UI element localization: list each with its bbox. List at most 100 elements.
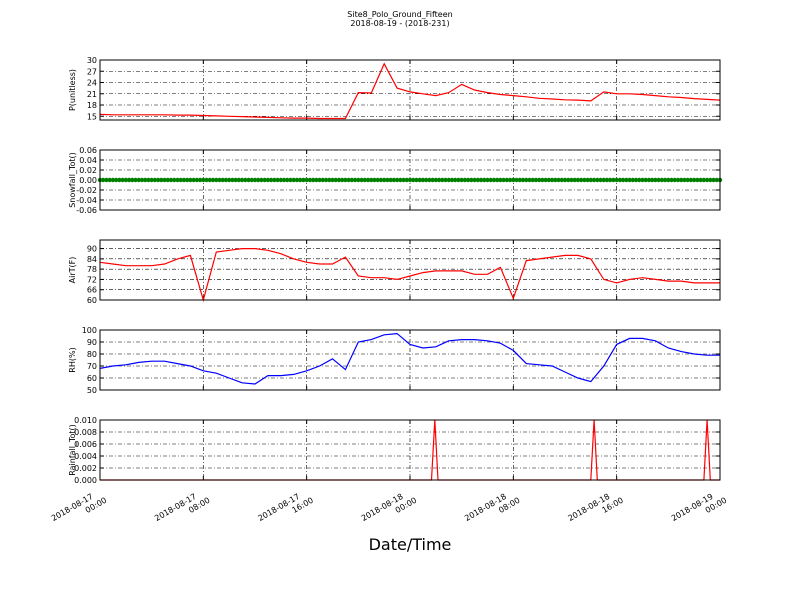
y-tick-label: 60	[87, 296, 97, 305]
data-point	[291, 177, 296, 183]
data-point	[188, 177, 193, 183]
x-axis-label: Date/Time	[369, 535, 452, 554]
data-point	[617, 177, 623, 183]
data-point	[614, 177, 619, 183]
data-point	[372, 177, 377, 183]
data-point	[243, 177, 248, 183]
data-point	[436, 177, 442, 183]
data-point	[210, 177, 216, 183]
data-point	[113, 177, 119, 183]
data-point	[120, 177, 125, 183]
data-point	[414, 177, 419, 183]
plot-frame	[99, 59, 721, 121]
data-point	[553, 177, 558, 183]
data-point	[620, 177, 626, 183]
data-point	[688, 177, 694, 183]
data-point	[401, 177, 406, 183]
data-point	[375, 177, 380, 183]
data-point	[201, 177, 206, 183]
y-tick-label: 27	[87, 67, 97, 76]
data-point	[604, 177, 610, 183]
data-point	[136, 177, 141, 183]
data-point	[423, 177, 429, 183]
data-point	[530, 177, 535, 183]
y-axis-label: Snowfall_Tot()	[68, 152, 77, 208]
data-point	[653, 177, 658, 183]
data-point	[656, 177, 661, 183]
y-tick-label: 0.004	[74, 452, 97, 461]
data-point	[143, 177, 148, 183]
data-point	[711, 177, 716, 183]
y-tick-label: 15	[87, 112, 97, 121]
data-point	[669, 177, 674, 183]
y-tick-label: 100	[82, 326, 97, 335]
data-point	[511, 177, 516, 183]
data-point	[352, 177, 358, 183]
y-tick-label: 30	[87, 56, 97, 65]
data-point	[491, 177, 497, 183]
y-axis-label: P(unitless)	[68, 69, 77, 111]
data-point	[501, 177, 506, 183]
data-point	[685, 177, 690, 183]
data-point	[314, 177, 319, 183]
data-point	[191, 177, 196, 183]
data-point	[220, 177, 225, 183]
data-point	[207, 177, 212, 183]
chart-subtitle: 2018-08-19 - (2018-231)	[350, 19, 449, 28]
data-point	[672, 177, 677, 183]
data-point	[517, 177, 522, 183]
plot-frame	[99, 149, 721, 211]
data-point	[246, 177, 251, 183]
data-point	[427, 177, 432, 183]
data-point	[330, 177, 335, 183]
data-point	[226, 177, 232, 183]
data-point	[394, 177, 400, 183]
data-point	[385, 177, 390, 183]
data-point	[585, 177, 590, 183]
data-point	[514, 177, 519, 183]
data-point	[595, 177, 600, 183]
y-tick-label: 78	[87, 265, 97, 274]
data-point	[181, 177, 187, 183]
data-point	[381, 177, 387, 183]
data-point	[443, 177, 448, 183]
plot-frame	[99, 419, 721, 481]
y-tick-label: 0.002	[74, 464, 97, 473]
y-tick-label: 66	[87, 286, 97, 295]
data-point	[417, 177, 422, 183]
data-point	[398, 177, 403, 183]
data-point	[637, 177, 642, 183]
data-point	[336, 177, 342, 183]
data-point	[404, 177, 409, 183]
y-tick-label: -0.04	[76, 196, 97, 205]
data-point	[556, 177, 561, 183]
data-point	[440, 177, 445, 183]
y-axis-label: RH(%)	[68, 347, 77, 372]
data-point	[327, 177, 332, 183]
data-point	[307, 177, 313, 183]
data-point	[149, 177, 154, 183]
data-point	[214, 177, 219, 183]
chart-title: Site8_Polo_Ground_Fifteen	[347, 10, 452, 19]
data-point	[175, 177, 180, 183]
data-point	[456, 177, 461, 183]
data-point	[259, 177, 264, 183]
y-tick-label: 24	[87, 79, 97, 88]
data-point	[233, 177, 238, 183]
data-point	[294, 177, 300, 183]
data-point	[453, 177, 458, 183]
data-point	[543, 177, 548, 183]
plot-frame	[99, 329, 721, 391]
data-point	[223, 177, 229, 183]
data-point	[117, 177, 122, 183]
data-point	[662, 177, 668, 183]
data-point	[572, 177, 577, 183]
y-tick-label: 70	[87, 362, 97, 371]
data-point	[265, 177, 271, 183]
data-point	[449, 177, 455, 183]
data-point	[520, 177, 526, 183]
data-point	[591, 177, 597, 183]
data-point	[407, 177, 413, 183]
data-point	[498, 177, 503, 183]
data-point	[178, 177, 183, 183]
